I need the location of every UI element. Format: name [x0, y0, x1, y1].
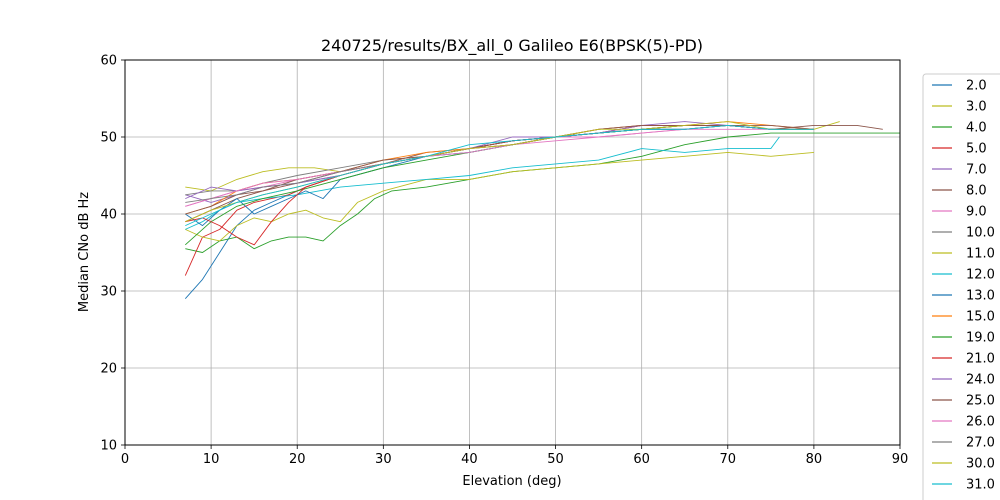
legend-label: 31.0: [966, 478, 995, 493]
series-line-15.0: [185, 121, 814, 215]
chart-title: 240725/results/BX_all_0 Galileo E6(BPSK(…: [321, 36, 703, 56]
x-tick-label: 10: [203, 452, 220, 467]
legend-label: 13.0: [966, 289, 995, 304]
series-line-10.0: [185, 124, 814, 196]
legend-label: 25.0: [966, 394, 995, 409]
series-line-9.0: [185, 124, 814, 207]
series-line-4.0: [185, 132, 900, 253]
series-line-31.0: [185, 124, 814, 227]
y-axis-label: Median CNo dB Hz: [77, 192, 92, 312]
legend-label: 7.0: [966, 163, 987, 178]
y-tick-label: 30: [100, 285, 117, 300]
series-line-5.0: [184, 124, 814, 276]
legend-label: 9.0: [966, 205, 987, 220]
series-line-26.0: [185, 128, 814, 207]
series-lines: [184, 121, 900, 299]
y-tick-label: 50: [100, 131, 117, 146]
legend-label: 2.0: [966, 79, 987, 94]
legend-label: 10.0: [966, 226, 995, 241]
legend: 2.0 3.0 4.0 5.0 7.0 8.0 9.0 10.0 11.0 12.0 13.0 15.…: [922, 73, 1000, 500]
legend-label: 19.0: [966, 331, 995, 346]
legend-label: 4.0: [966, 121, 987, 136]
y-tick-label: 40: [100, 208, 117, 223]
grid: [124, 59, 901, 446]
y-tick-label: 10: [100, 439, 117, 454]
legend-label: 11.0: [966, 247, 995, 262]
axis-ticks: 0 10 20 30 40 50 60 70 80 90 10 20 30 40 50 60: [100, 54, 908, 468]
x-tick-label: 40: [461, 452, 478, 467]
legend-label: 21.0: [966, 352, 995, 367]
x-tick-label: 90: [892, 452, 909, 467]
legend-label: 12.0: [966, 268, 995, 283]
series-line-11.0: [185, 151, 814, 242]
series-line-12.0: [185, 136, 780, 230]
x-tick-label: 50: [547, 452, 564, 467]
x-tick-label: 30: [375, 452, 392, 467]
legend-label: 15.0: [966, 310, 995, 325]
y-tick-label: 20: [100, 362, 117, 377]
legend-label: 27.0: [966, 436, 995, 451]
x-tick-label: 20: [289, 452, 306, 467]
plot-frame: [124, 59, 901, 446]
legend-label: 8.0: [966, 184, 987, 199]
x-tick-label: 80: [806, 452, 823, 467]
x-tick-label: 60: [633, 452, 650, 467]
y-tick-label: 60: [100, 54, 117, 69]
x-tick-label: 70: [720, 452, 737, 467]
series-line-8.0: [185, 124, 883, 223]
legend-label: 30.0: [966, 457, 995, 472]
legend-label: 26.0: [966, 415, 995, 430]
x-axis-label: Elevation (deg): [462, 474, 561, 489]
legend-label: 3.0: [966, 100, 987, 115]
legend-label: 5.0: [966, 142, 987, 157]
legend-label: 24.0: [966, 373, 995, 388]
x-tick-label: 0: [121, 452, 129, 467]
legend-box: [922, 73, 1000, 500]
